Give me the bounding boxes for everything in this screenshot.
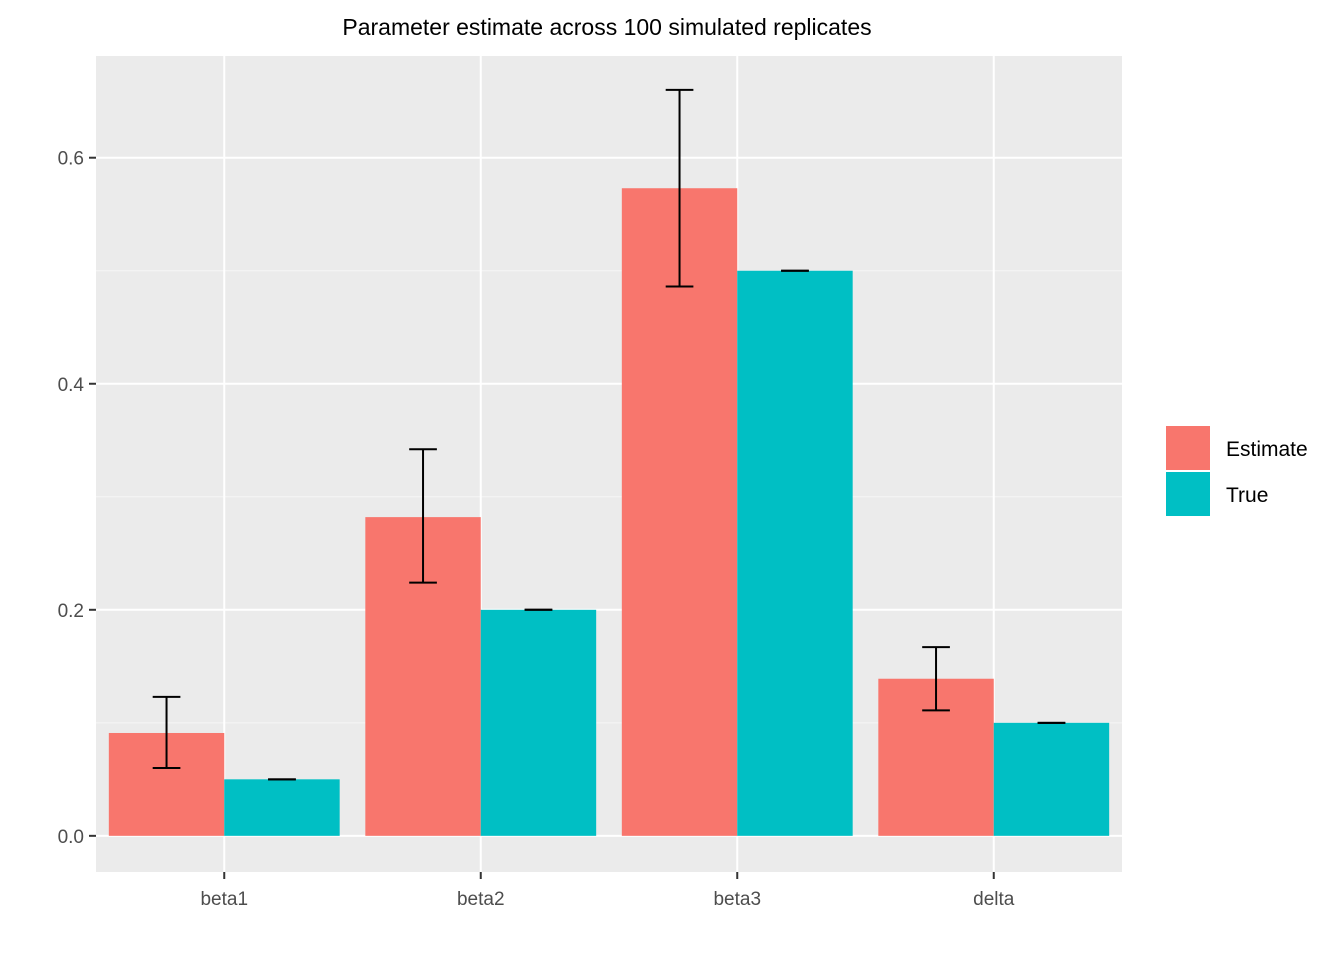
bar-estimate-beta3 (621, 188, 738, 836)
x-tick-label-beta1: beta1 (200, 889, 248, 910)
error-bar-estimate-beta2 (409, 448, 437, 584)
legend-key-estimate (1166, 426, 1210, 470)
y-tick-label: 0.2 (58, 601, 84, 622)
x-tick-label-beta3: beta3 (713, 889, 761, 910)
legend-key-true (1166, 472, 1210, 516)
error-bar-estimate-delta (922, 646, 950, 712)
legend-label-estimate: Estimate (1226, 438, 1308, 461)
bar-true-beta3 (737, 270, 853, 836)
bar-true-delta (993, 722, 1110, 836)
y-tick-label: 0.6 (58, 149, 84, 170)
bar-true-beta2 (480, 609, 597, 836)
bar-true-beta1 (224, 779, 340, 836)
x-tick-label-beta2: beta2 (457, 889, 505, 910)
error-bar-estimate-beta3 (665, 88, 694, 288)
y-tick-label: 0.4 (58, 375, 85, 396)
legend: Estimate True (1166, 426, 1308, 516)
x-tick-label-delta: delta (973, 889, 1015, 910)
y-tick-label: 0.0 (58, 827, 84, 848)
error-bar-estimate-beta1 (152, 695, 181, 770)
legend-label-true: True (1226, 484, 1268, 507)
chart-title: Parameter estimate across 100 simulated … (342, 14, 871, 40)
